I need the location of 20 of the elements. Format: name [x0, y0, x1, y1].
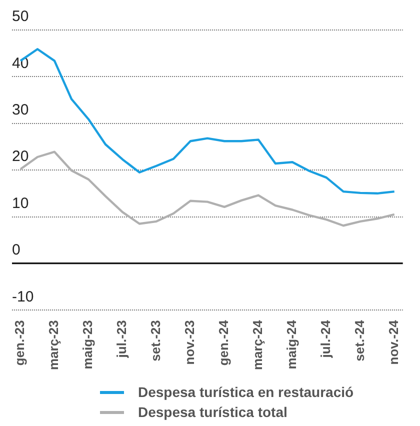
x-tick-label: gen.-24 — [216, 319, 231, 366]
x-tick-label: març-23 — [46, 320, 62, 370]
x-tick-label: gen.-23 — [12, 320, 28, 366]
x-tick-label: set.-23 — [148, 320, 164, 362]
x-tick-label: jul.-23 — [114, 320, 130, 359]
y-tick-label: 30 — [12, 102, 29, 119]
y-tick-label: 50 — [12, 8, 29, 26]
x-tick-label: maig-23 — [80, 320, 96, 370]
x-tick-label: set.-24 — [352, 319, 367, 362]
y-tick-label: 20 — [12, 148, 29, 166]
y-tick-label: -10 — [12, 288, 34, 306]
x-tick-label: nov.-24 — [386, 319, 401, 365]
legend-label: Despesa turística en restauració — [138, 384, 354, 400]
y-tick-label: 0 — [12, 242, 20, 259]
x-tick-label: maig-24 — [284, 319, 299, 370]
x-tick-label: jul.-24 — [318, 319, 333, 359]
y-tick-label: 10 — [12, 194, 29, 212]
x-tick-label: nov.-23 — [182, 320, 198, 365]
x-tick-label: març-24 — [250, 319, 265, 370]
legend-label: Despesa turística total — [138, 404, 288, 420]
